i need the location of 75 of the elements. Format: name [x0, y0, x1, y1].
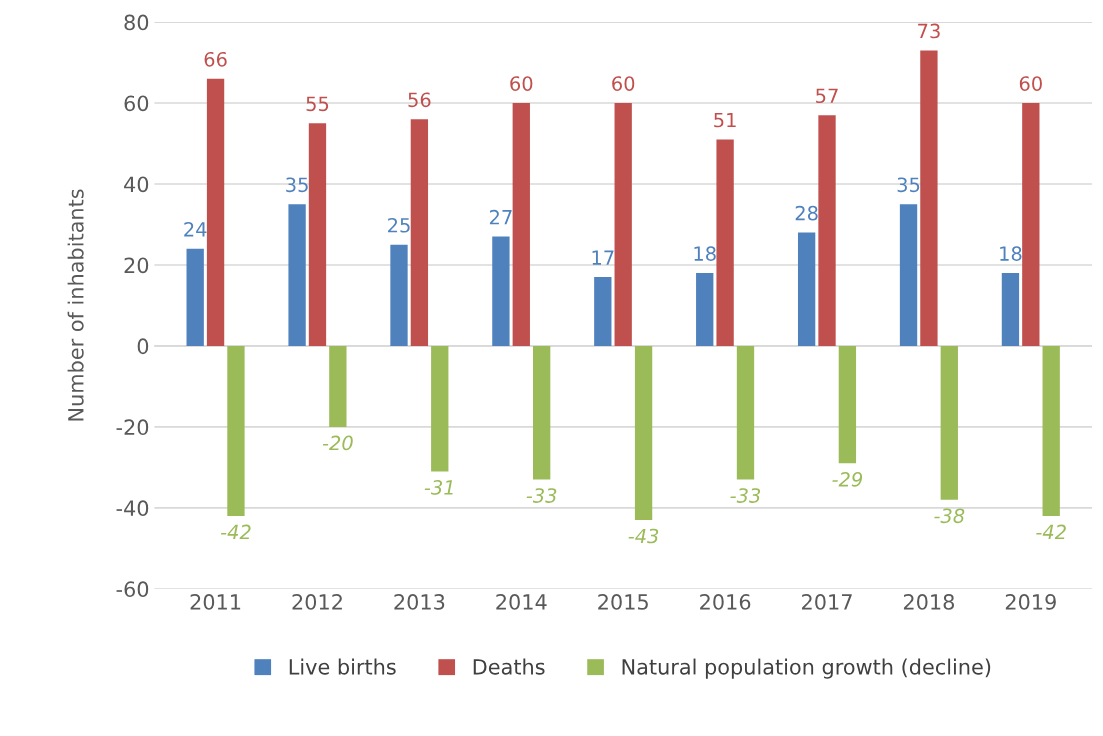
legend-label: Natural population growth (decline) [622, 658, 991, 679]
bar [533, 345, 551, 480]
x-tick-label: 2014 [496, 594, 547, 610]
data-label: 17 [592, 250, 614, 265]
bar [410, 119, 429, 346]
bar [920, 50, 938, 346]
y-tick-label: 0 [137, 338, 149, 355]
data-label: 27 [489, 209, 512, 225]
data-label: 18 [694, 246, 716, 261]
x-tick-label: 2019 [1005, 594, 1056, 610]
bar [431, 345, 449, 472]
x-tick-label: 2017 [802, 594, 852, 610]
bar [1042, 345, 1060, 516]
bar [696, 273, 714, 346]
data-label: -31 [424, 480, 453, 495]
bar [818, 115, 836, 346]
data-label: 35 [286, 177, 308, 193]
bar [1022, 103, 1040, 346]
x-tick-label: 2016 [700, 594, 751, 610]
bar [634, 345, 653, 520]
y-tick-label: 40 [124, 176, 149, 193]
y-tick-label: -20 [116, 419, 149, 436]
x-tick-label: 2012 [292, 594, 342, 610]
bar [492, 236, 510, 346]
y-axis-title: Number of inhabitants [67, 189, 84, 421]
bar [186, 248, 204, 346]
bar [940, 345, 958, 500]
data-label: 55 [306, 96, 329, 112]
data-label: 60 [612, 76, 635, 91]
bar [1001, 273, 1020, 346]
data-label: 60 [510, 76, 533, 91]
data-label: 73 [918, 23, 940, 39]
bar [594, 277, 612, 346]
data-label: -33 [730, 488, 761, 503]
y-tick-label: -40 [116, 500, 149, 517]
data-label: 51 [714, 112, 736, 128]
data-label: 28 [795, 205, 818, 221]
x-tick-label: 2015 [598, 594, 648, 610]
bar [288, 204, 306, 346]
data-label: -42 [1036, 524, 1066, 540]
bar [899, 204, 918, 346]
data-label: 35 [897, 177, 920, 193]
bar [797, 232, 816, 346]
legend-label: Deaths [473, 658, 545, 675]
bar [206, 78, 225, 346]
data-label: 25 [388, 217, 410, 233]
data-label: -33 [526, 488, 557, 503]
legend-label: Live births [289, 658, 396, 675]
data-label: 24 [184, 221, 207, 237]
bar [716, 139, 734, 346]
bar [227, 345, 245, 516]
bar [512, 103, 530, 346]
y-tick-label: 80 [124, 14, 149, 31]
x-tick-label: 2011 [190, 594, 241, 610]
y-tick-label: 60 [124, 95, 149, 112]
bar [390, 244, 408, 346]
data-label: 60 [1019, 76, 1042, 91]
data-label: -43 [628, 528, 659, 544]
data-label: -42 [220, 524, 251, 540]
data-label: 57 [816, 88, 838, 104]
data-label: 18 [1000, 246, 1022, 261]
bar [329, 345, 347, 427]
bar [308, 123, 327, 346]
data-label: -20 [322, 435, 353, 451]
bar [736, 345, 755, 480]
y-tick-label: 20 [124, 257, 149, 274]
x-tick-label: 2013 [394, 594, 445, 610]
data-label: 66 [204, 51, 227, 67]
y-tick-label: -60 [116, 581, 149, 598]
data-label: -38 [934, 508, 965, 524]
data-label: 56 [408, 92, 431, 108]
bar [838, 345, 857, 464]
bar [614, 103, 632, 346]
data-label: -29 [832, 471, 863, 487]
x-tick-label: 2018 [903, 594, 954, 610]
